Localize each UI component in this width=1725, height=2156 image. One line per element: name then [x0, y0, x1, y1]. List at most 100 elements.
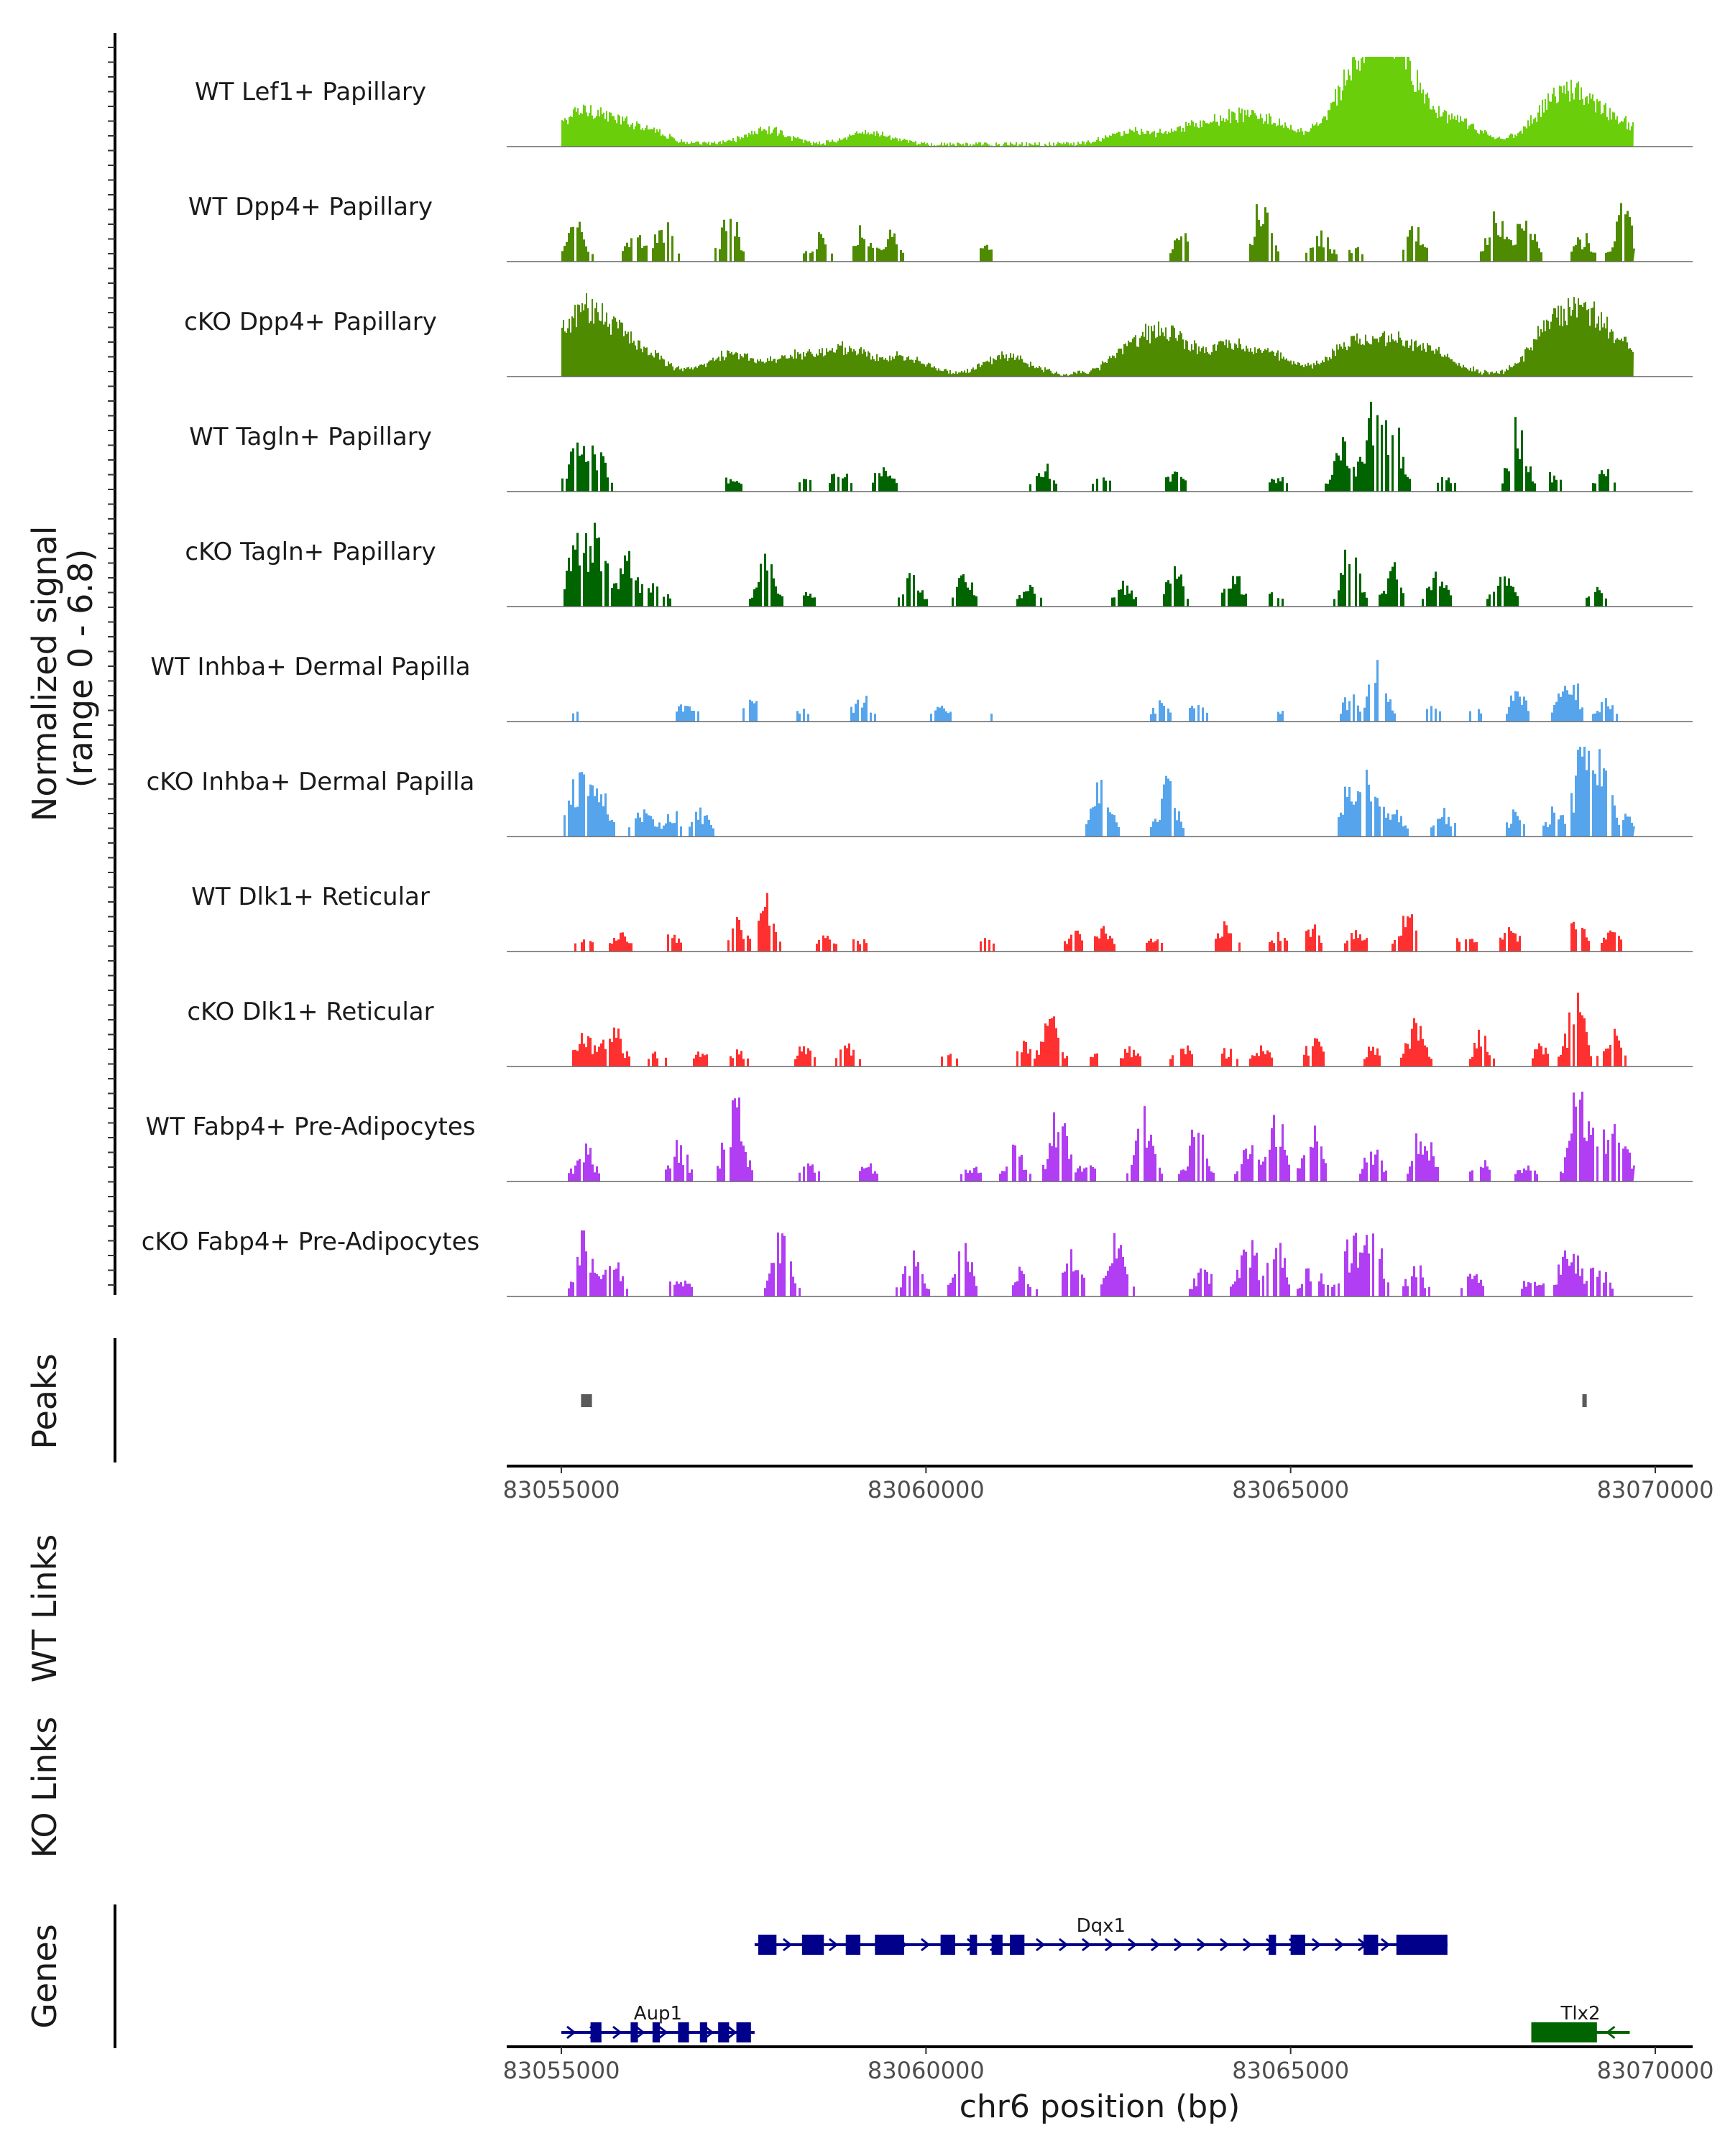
strand-arrow: [920, 1938, 931, 1952]
track-label: cKO Tagln+ Papillary: [185, 538, 436, 566]
exon: [875, 1935, 904, 1955]
signal-area: [561, 893, 1635, 952]
track-label: WT Lef1+ Papillary: [195, 78, 426, 106]
exon: [758, 1935, 777, 1955]
x-axis-ticks-bottom: 83055000 83060000 83065000 83070000: [503, 2047, 1714, 2084]
peak-regions: [581, 1394, 1587, 1407]
x-tick-label: 83070000: [1597, 1476, 1714, 1503]
track-label: WT Dlk1+ Reticular: [191, 883, 430, 911]
track-8: cKO Dlk1+ Reticular: [187, 992, 1693, 1067]
signal-area: [561, 1092, 1635, 1181]
strand-arrow: [1150, 1938, 1161, 1952]
strand-arrow: [727, 2025, 737, 2040]
ko-links-title: KO Links: [25, 1717, 64, 1858]
exon: [1531, 2022, 1597, 2042]
exon: [678, 2022, 689, 2042]
signal-area: [561, 203, 1635, 262]
strand-arrow: [1311, 1938, 1322, 1952]
strand-arrow: [782, 1938, 793, 1952]
wt-links-title: WT Links: [25, 1534, 64, 1682]
genes-track-title: Genes: [25, 1924, 64, 2028]
track-7: WT Dlk1+ Reticular: [191, 883, 1693, 952]
track-label: cKO Fabp4+ Pre-Adipocytes: [142, 1227, 480, 1256]
signal-area: [561, 522, 1635, 607]
exon: [1363, 1935, 1379, 1955]
strand-arrow: [1380, 1938, 1391, 1952]
signal-area: [561, 747, 1635, 837]
x-tick-label: 83065000: [1232, 1476, 1349, 1503]
peak-region: [1582, 1394, 1587, 1407]
track-9: WT Fabp4+ Pre-Adipocytes: [146, 1092, 1693, 1182]
exon: [630, 2022, 638, 2042]
exon: [652, 2022, 660, 2042]
x-tick-label: 83055000: [503, 2057, 620, 2084]
strand-arrow: [1606, 2025, 1616, 2040]
strand-arrow: [612, 2025, 622, 2040]
exon: [801, 1935, 824, 1955]
strand-arrow: [828, 1938, 839, 1952]
track-0: WT Lef1+ Papillary: [195, 57, 1693, 147]
y-axis-title-line2: (range 0 - 6.8): [61, 549, 100, 788]
strand-arrow: [658, 2025, 668, 2040]
exon: [991, 1935, 1003, 1955]
x-tick-label: 83070000: [1597, 2057, 1714, 2084]
strand-arrow: [1058, 1938, 1069, 1952]
track-label: WT Fabp4+ Pre-Adipocytes: [146, 1112, 476, 1141]
exon: [736, 2022, 751, 2042]
strand-arrow: [566, 2025, 576, 2040]
track-label: cKO Inhba+ Dermal Papilla: [147, 768, 475, 796]
track-label: WT Dpp4+ Papillary: [188, 193, 433, 221]
track-4: cKO Tagln+ Papillary: [185, 522, 1693, 607]
strand-arrow: [1173, 1938, 1184, 1952]
gene-models: Dqx1 Aup1 Tlx2: [561, 1915, 1630, 2042]
exon: [940, 1935, 955, 1955]
strand-arrow: [1035, 1938, 1046, 1952]
track-10: cKO Fabp4+ Pre-Adipocytes: [142, 1227, 1693, 1297]
exon: [1290, 1935, 1305, 1955]
x-axis-ticks-top: 83055000 83060000 83065000 83070000: [503, 1466, 1714, 1503]
peaks-track-title: Peaks: [25, 1353, 64, 1449]
strand-arrow: [1334, 1938, 1345, 1952]
track-label: cKO Dpp4+ Papillary: [184, 308, 437, 336]
signal-area: [561, 992, 1635, 1067]
exon: [970, 1935, 978, 1955]
track-2: cKO Dpp4+ Papillary: [184, 293, 1693, 377]
exon: [1269, 1935, 1276, 1955]
gene-Tlx2: Tlx2: [1531, 2003, 1630, 2042]
gene-label: Aup1: [634, 2003, 682, 2024]
strand-arrow: [1127, 1938, 1138, 1952]
signal-area: [561, 293, 1634, 377]
x-tick-label: 83055000: [503, 1476, 620, 1503]
x-tick-label: 83060000: [868, 2057, 985, 2084]
exon: [1010, 1935, 1025, 1955]
strand-arrow: [1104, 1938, 1115, 1952]
exon: [699, 2022, 707, 2042]
x-tick-label: 83060000: [868, 1476, 985, 1503]
x-axis-title: chr6 position (bp): [960, 2088, 1241, 2125]
gene-Dqx1: Dqx1: [754, 1915, 1448, 1955]
exon: [1396, 1935, 1448, 1955]
gene-label: Tlx2: [1560, 2003, 1600, 2024]
y-axis-title-line1: Normalized signal: [25, 526, 64, 822]
signal-area: [561, 402, 1635, 492]
coverage-tracks: WT Lef1+ Papillary WT Dpp4+ Papillary cKO …: [142, 57, 1693, 1297]
strand-arrow: [1219, 1938, 1230, 1952]
track-6: cKO Inhba+ Dermal Papilla: [147, 747, 1693, 837]
coverage-y-ticks: [108, 47, 115, 1286]
track-1: WT Dpp4+ Papillary: [188, 193, 1693, 262]
gene-label: Dqx1: [1077, 1915, 1126, 1937]
strand-arrow: [1081, 1938, 1092, 1952]
signal-area: [561, 660, 1635, 722]
track-label: WT Tagln+ Papillary: [189, 423, 432, 451]
coverage-y-axis: [108, 33, 116, 1295]
exon: [718, 2022, 730, 2042]
signal-area: [561, 57, 1634, 147]
signal-area: [561, 1230, 1635, 1296]
peak-region: [581, 1394, 592, 1407]
track-label: WT Inhba+ Dermal Papilla: [150, 653, 470, 681]
strand-arrow: [704, 2025, 714, 2040]
gene-Aup1: Aup1: [561, 2003, 755, 2042]
track-label: cKO Dlk1+ Reticular: [187, 998, 433, 1026]
strand-arrow: [1196, 1938, 1207, 1952]
